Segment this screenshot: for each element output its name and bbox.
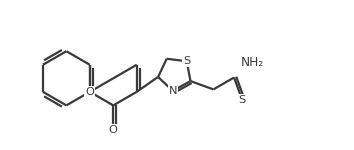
Text: O: O [109,125,118,135]
Text: O: O [85,87,94,97]
Text: S: S [183,56,190,66]
Text: NH₂: NH₂ [241,56,264,69]
Text: N: N [169,86,177,96]
Text: S: S [239,95,246,105]
